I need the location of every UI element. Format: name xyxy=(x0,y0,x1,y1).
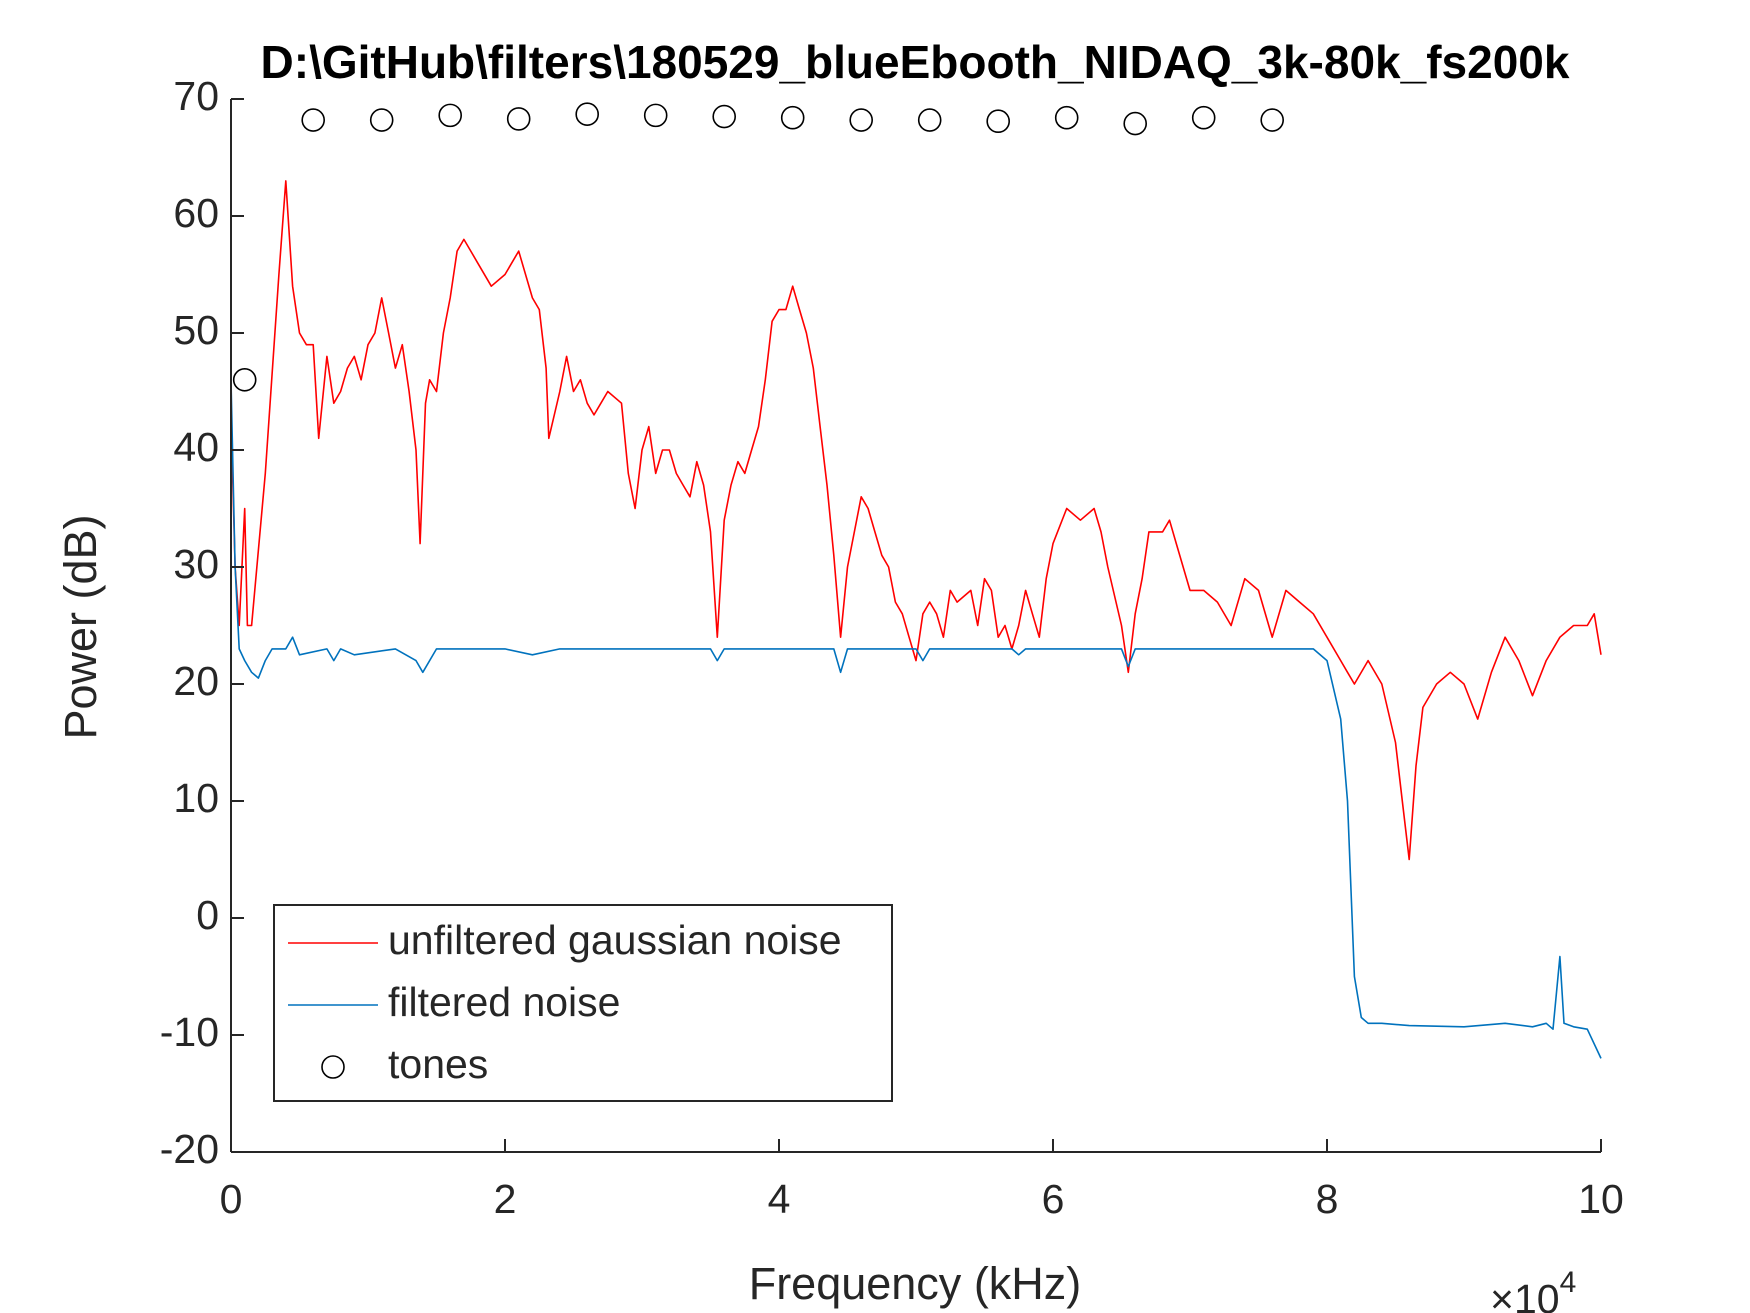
x-tick-label: 10 xyxy=(1578,1176,1624,1222)
x-multiplier-base: ×10 xyxy=(1490,1276,1560,1313)
tone-marker xyxy=(1260,108,1284,132)
tone-marker xyxy=(917,108,942,132)
legend-label: filtered noise xyxy=(388,979,620,1025)
tone-marker xyxy=(232,367,257,392)
tone-marker xyxy=(369,108,394,132)
tone-marker xyxy=(1123,111,1147,136)
tone-marker xyxy=(438,103,463,128)
x-multiplier: ×104 xyxy=(1490,1266,1576,1313)
y-tick-label: -20 xyxy=(160,1126,219,1172)
y-tick-label: 40 xyxy=(173,424,219,470)
tone-marker xyxy=(986,109,1011,134)
tone-marker xyxy=(1054,105,1079,130)
y-tick-label: 30 xyxy=(173,541,219,587)
tone-marker xyxy=(301,108,326,132)
x-axis-label: Frequency (kHz) xyxy=(749,1258,1082,1309)
tone-marker xyxy=(849,108,874,132)
x-tick-label: 6 xyxy=(1042,1176,1065,1222)
y-tick-label: 0 xyxy=(196,892,219,938)
x-tick-label: 4 xyxy=(768,1176,791,1222)
x-multiplier-exponent: 4 xyxy=(1560,1266,1577,1299)
tone-marker xyxy=(506,107,531,131)
legend-box xyxy=(273,904,893,1102)
x-tick-label: 2 xyxy=(494,1176,517,1222)
series-line xyxy=(230,180,1602,861)
y-tick-label: 70 xyxy=(173,73,219,119)
y-axis-label: Power (dB) xyxy=(55,514,106,739)
tone-marker xyxy=(712,104,737,129)
y-tick-label: 10 xyxy=(173,775,219,821)
y-tick-label: 20 xyxy=(173,658,219,704)
legend-label: tones xyxy=(388,1041,488,1087)
tone-marker xyxy=(643,103,668,128)
legend-swatch xyxy=(321,1055,345,1079)
chart-title: D:\GitHub\filters\180529_blueEbooth_NIDA… xyxy=(261,36,1570,88)
legend-label: unfiltered gaussian noise xyxy=(388,917,842,963)
tone-marker xyxy=(575,102,600,127)
y-tick-label: 60 xyxy=(173,190,219,236)
y-tick-label: 50 xyxy=(173,307,219,353)
y-tick-label: -10 xyxy=(160,1009,219,1055)
x-tick-label: 8 xyxy=(1316,1176,1339,1222)
tone-marker xyxy=(1191,105,1216,130)
series-line xyxy=(230,379,1602,1059)
tone-marker xyxy=(780,105,805,130)
x-tick-label: 0 xyxy=(220,1176,243,1222)
